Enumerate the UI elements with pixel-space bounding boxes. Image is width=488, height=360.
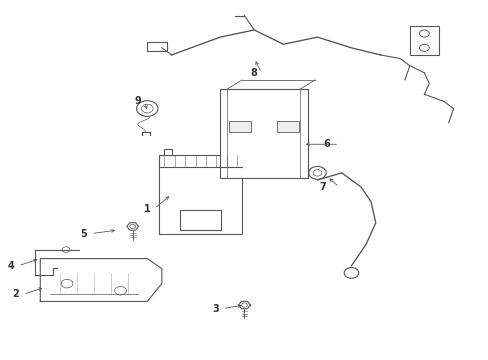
Text: 6: 6 bbox=[323, 139, 330, 149]
Text: 4: 4 bbox=[8, 261, 15, 271]
FancyBboxPatch shape bbox=[409, 26, 438, 55]
Text: 7: 7 bbox=[318, 182, 325, 192]
Text: 2: 2 bbox=[13, 289, 20, 299]
FancyBboxPatch shape bbox=[159, 155, 242, 234]
Text: 3: 3 bbox=[211, 303, 218, 314]
FancyBboxPatch shape bbox=[147, 42, 166, 51]
FancyBboxPatch shape bbox=[164, 149, 171, 155]
FancyBboxPatch shape bbox=[228, 121, 250, 132]
FancyBboxPatch shape bbox=[229, 149, 237, 155]
FancyBboxPatch shape bbox=[180, 210, 221, 230]
Text: 5: 5 bbox=[81, 229, 87, 239]
Text: 8: 8 bbox=[250, 68, 257, 78]
FancyBboxPatch shape bbox=[220, 89, 307, 178]
Text: 1: 1 bbox=[143, 203, 150, 213]
Text: 9: 9 bbox=[134, 96, 141, 107]
FancyBboxPatch shape bbox=[277, 121, 299, 132]
